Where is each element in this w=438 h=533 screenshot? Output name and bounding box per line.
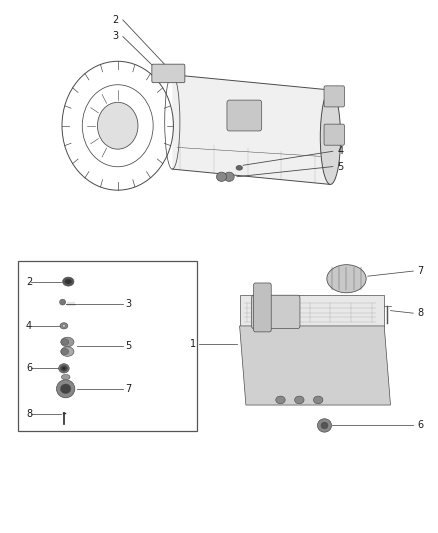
PathPatch shape bbox=[240, 295, 384, 326]
Ellipse shape bbox=[276, 396, 285, 404]
Ellipse shape bbox=[61, 339, 69, 345]
Text: 1: 1 bbox=[190, 339, 196, 349]
FancyBboxPatch shape bbox=[324, 124, 344, 145]
Ellipse shape bbox=[63, 367, 65, 369]
Ellipse shape bbox=[63, 277, 74, 286]
Text: 2: 2 bbox=[112, 15, 118, 25]
Text: 4: 4 bbox=[337, 146, 343, 156]
FancyBboxPatch shape bbox=[227, 100, 261, 131]
Text: 7: 7 bbox=[418, 266, 424, 276]
Text: 5: 5 bbox=[337, 161, 343, 172]
Text: 8: 8 bbox=[26, 409, 32, 419]
Bar bbox=[18, 261, 197, 431]
Ellipse shape bbox=[61, 347, 74, 357]
Ellipse shape bbox=[224, 172, 234, 181]
Ellipse shape bbox=[57, 379, 75, 398]
Text: 3: 3 bbox=[126, 298, 132, 309]
Text: 5: 5 bbox=[126, 341, 132, 351]
Ellipse shape bbox=[60, 322, 68, 329]
Ellipse shape bbox=[327, 265, 366, 293]
Ellipse shape bbox=[60, 384, 71, 393]
Text: 8: 8 bbox=[418, 308, 424, 318]
FancyBboxPatch shape bbox=[251, 295, 300, 328]
FancyBboxPatch shape bbox=[254, 283, 271, 332]
FancyBboxPatch shape bbox=[152, 64, 185, 83]
Text: 6: 6 bbox=[418, 421, 424, 431]
FancyBboxPatch shape bbox=[324, 86, 344, 107]
PathPatch shape bbox=[240, 326, 391, 405]
Text: 6: 6 bbox=[26, 364, 32, 373]
Text: 4: 4 bbox=[26, 321, 32, 331]
Ellipse shape bbox=[320, 90, 341, 184]
Ellipse shape bbox=[318, 419, 332, 432]
Ellipse shape bbox=[97, 102, 138, 149]
Ellipse shape bbox=[60, 299, 66, 305]
Ellipse shape bbox=[59, 364, 69, 373]
Ellipse shape bbox=[61, 374, 70, 379]
Ellipse shape bbox=[65, 279, 72, 284]
Ellipse shape bbox=[314, 396, 323, 404]
Ellipse shape bbox=[216, 172, 226, 181]
Text: 2: 2 bbox=[26, 277, 32, 287]
Ellipse shape bbox=[236, 166, 242, 170]
Ellipse shape bbox=[61, 337, 74, 347]
Ellipse shape bbox=[62, 325, 66, 327]
Ellipse shape bbox=[61, 349, 69, 355]
Ellipse shape bbox=[60, 366, 67, 372]
Ellipse shape bbox=[295, 396, 304, 404]
Text: 3: 3 bbox=[112, 31, 118, 42]
PathPatch shape bbox=[172, 75, 330, 184]
Ellipse shape bbox=[321, 422, 328, 429]
Text: 7: 7 bbox=[126, 384, 132, 394]
